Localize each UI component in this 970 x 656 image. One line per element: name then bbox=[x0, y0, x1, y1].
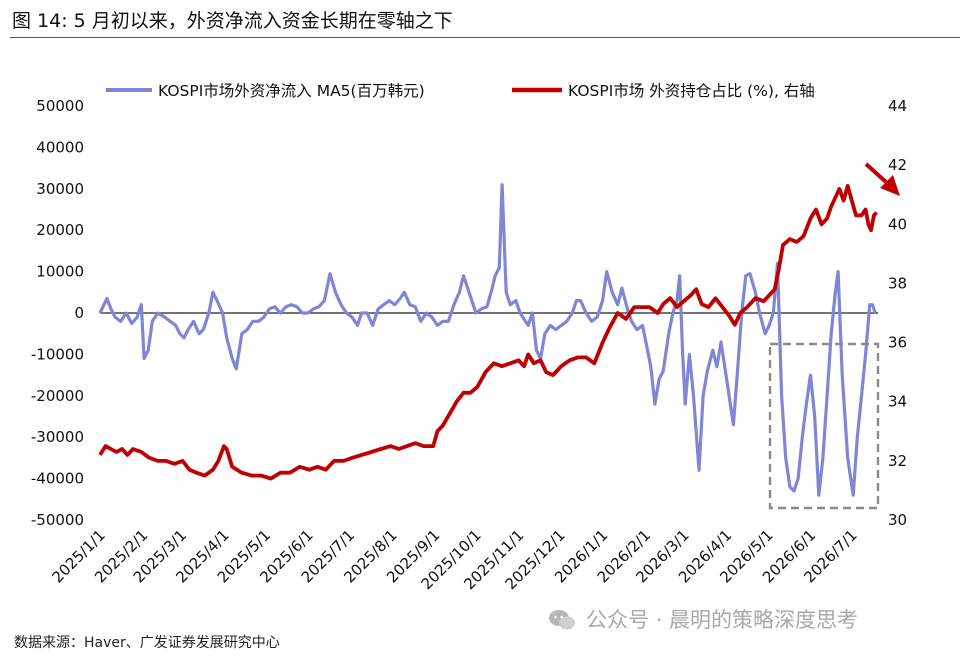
trend-arrow-icon bbox=[864, 162, 900, 196]
y-left-tick-label: -30000 bbox=[31, 428, 84, 446]
y-left-tick-label: 30000 bbox=[36, 180, 84, 198]
y-left-tick-label: 0 bbox=[74, 304, 84, 322]
y-left-tick-label: 40000 bbox=[36, 138, 84, 156]
y-left-tick-label: -20000 bbox=[31, 387, 84, 405]
y-right-tick-label: 38 bbox=[888, 274, 907, 292]
y-right-tick-label: 32 bbox=[888, 452, 907, 470]
y-right-tick-label: 40 bbox=[888, 215, 907, 233]
y-left-axis: 50000 40000 30000 20000 10000 0 -10000 -20000 -3… bbox=[31, 97, 84, 529]
y-right-tick-label: 34 bbox=[888, 393, 907, 411]
series-line-flow bbox=[98, 183, 877, 497]
y-left-tick-label: 10000 bbox=[36, 263, 84, 281]
chart: 50000 40000 30000 20000 10000 0 -10000 -20000 -3… bbox=[31, 82, 907, 593]
figure-title: 图 14: 5 月初以来，外资净流入资金长期在零轴之下 bbox=[12, 10, 453, 32]
x-axis: 2025/1/12025/2/12025/3/12025/4/12025/5/1… bbox=[48, 526, 860, 593]
watermark: 公众号 · 晨明的策略深度思考 bbox=[548, 604, 858, 634]
y-right-axis: 44 42 40 38 36 34 32 30 bbox=[888, 97, 907, 529]
y-left-tick-label: -10000 bbox=[31, 345, 84, 363]
legend-label-flow: KOSPI市场外资净流入 MA5(百万韩元) bbox=[158, 82, 425, 100]
legend: KOSPI市场外资净流入 MA5(百万韩元) KOSPI市场 外资持仓占比 (%… bbox=[106, 82, 815, 100]
y-right-tick-label: 42 bbox=[888, 156, 907, 174]
y-left-tick-label: 20000 bbox=[36, 221, 84, 239]
wechat-icon bbox=[549, 610, 575, 630]
y-left-tick-label: -40000 bbox=[31, 470, 84, 488]
series-line-holding bbox=[98, 183, 878, 481]
watermark-text: 公众号 · 晨明的策略深度思考 bbox=[586, 608, 859, 632]
highlight-box bbox=[768, 342, 880, 510]
title-rule bbox=[10, 37, 960, 38]
y-right-tick-label: 44 bbox=[888, 97, 907, 115]
y-left-tick-label: -50000 bbox=[31, 511, 84, 529]
y-right-tick-label: 30 bbox=[888, 511, 907, 529]
y-right-tick-label: 36 bbox=[888, 334, 907, 352]
source-note: 数据来源：Haver、广发证券发展研究中心 bbox=[14, 635, 280, 651]
y-left-tick-label: 50000 bbox=[36, 97, 84, 115]
legend-label-holding: KOSPI市场 外资持仓占比 (%), 右轴 bbox=[568, 82, 815, 100]
